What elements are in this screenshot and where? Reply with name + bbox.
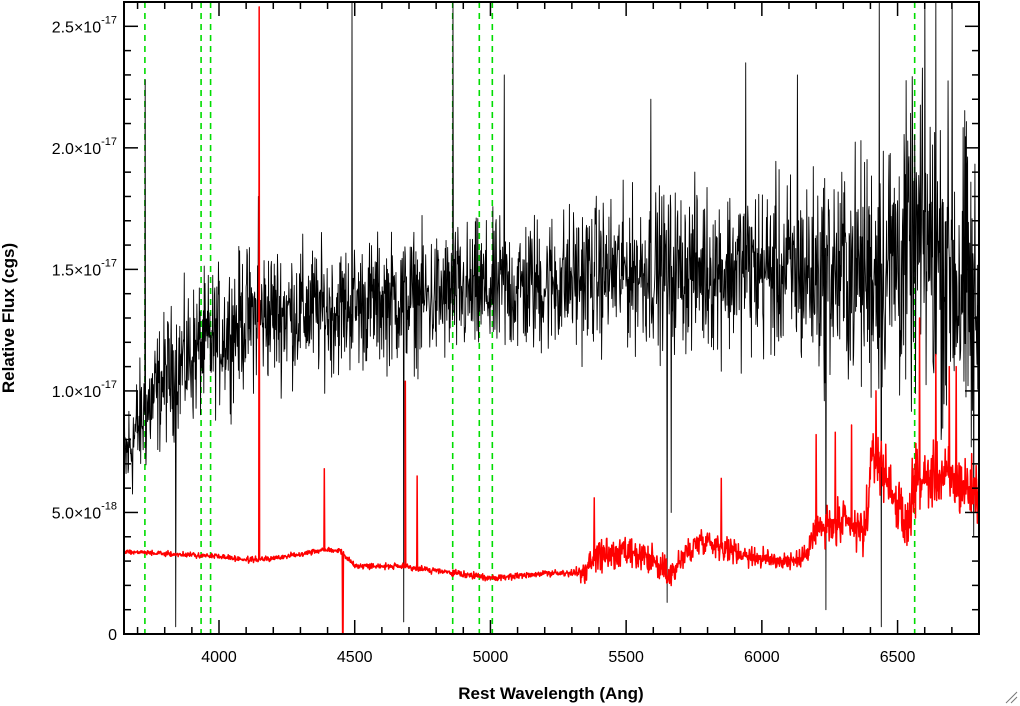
x-tick-label: 6500	[880, 649, 916, 666]
y-tick-label: 1.0×10-17	[52, 379, 117, 401]
y-axis-title: Relative Flux (cgs)	[0, 243, 18, 393]
x-tick-label: 4000	[201, 649, 237, 666]
y-tick-label: 2.5×10-17	[52, 14, 117, 36]
series-line-model	[124, 6, 979, 634]
y-tick-label: 2.0×10-17	[52, 136, 117, 158]
y-tick-label: 0	[108, 627, 117, 644]
series-line-observed	[124, 2, 979, 628]
axis-ticks	[124, 1, 980, 635]
resize-grip-icon[interactable]	[1004, 690, 1018, 704]
axis-tick-labels: 4000 4500 5000 5500 6000 6500 0 5.0×10-18 1.0×10…	[52, 14, 916, 666]
x-tick-label: 5500	[608, 649, 644, 666]
spectrum-series	[124, 2, 979, 634]
x-tick-label: 4500	[337, 649, 373, 666]
x-tick-label: 6000	[744, 649, 780, 666]
y-tick-label: 1.5×10-17	[52, 257, 117, 279]
x-tick-label: 5000	[473, 649, 509, 666]
y-tick-label: 5.0×10-18	[52, 500, 117, 522]
x-axis-title: Rest Wavelength (Ang)	[458, 684, 643, 703]
